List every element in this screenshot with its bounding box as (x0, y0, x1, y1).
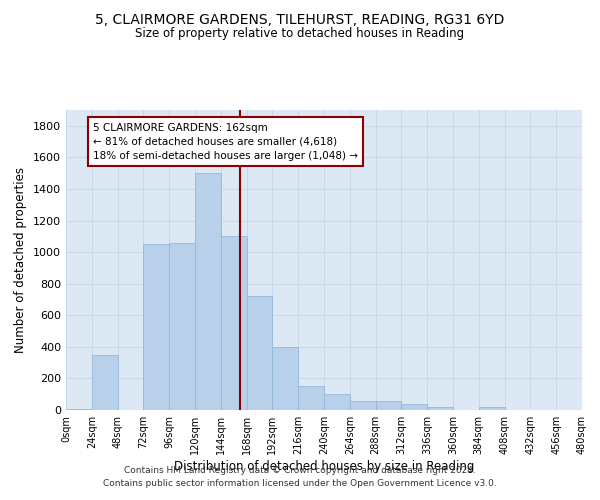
Bar (92, 354, 118, 410)
Bar (376, 401, 401, 410)
Bar (298, 386, 324, 410)
Bar (195, 173, 221, 410)
Bar (272, 347, 298, 410)
Text: 5 CLAIRMORE GARDENS: 162sqm
← 81% of detached houses are smaller (4,618)
18% of : 5 CLAIRMORE GARDENS: 162sqm ← 81% of det… (93, 122, 358, 160)
Bar (66, 409, 92, 410)
Bar (427, 407, 453, 410)
Text: Contains HM Land Registry data © Crown copyright and database right 2024.
Contai: Contains HM Land Registry data © Crown c… (103, 466, 497, 487)
Bar (350, 400, 376, 410)
Bar (221, 236, 247, 410)
Text: Size of property relative to detached houses in Reading: Size of property relative to detached ho… (136, 28, 464, 40)
Text: 5, CLAIRMORE GARDENS, TILEHURST, READING, RG31 6YD: 5, CLAIRMORE GARDENS, TILEHURST, READING… (95, 12, 505, 26)
Y-axis label: Number of detached properties: Number of detached properties (14, 167, 28, 353)
Bar (247, 296, 272, 410)
Bar (479, 407, 505, 410)
Bar (401, 404, 427, 410)
Bar (324, 394, 350, 410)
X-axis label: Distribution of detached houses by size in Reading: Distribution of detached houses by size … (174, 460, 474, 472)
Bar (169, 244, 195, 410)
Bar (143, 244, 169, 410)
